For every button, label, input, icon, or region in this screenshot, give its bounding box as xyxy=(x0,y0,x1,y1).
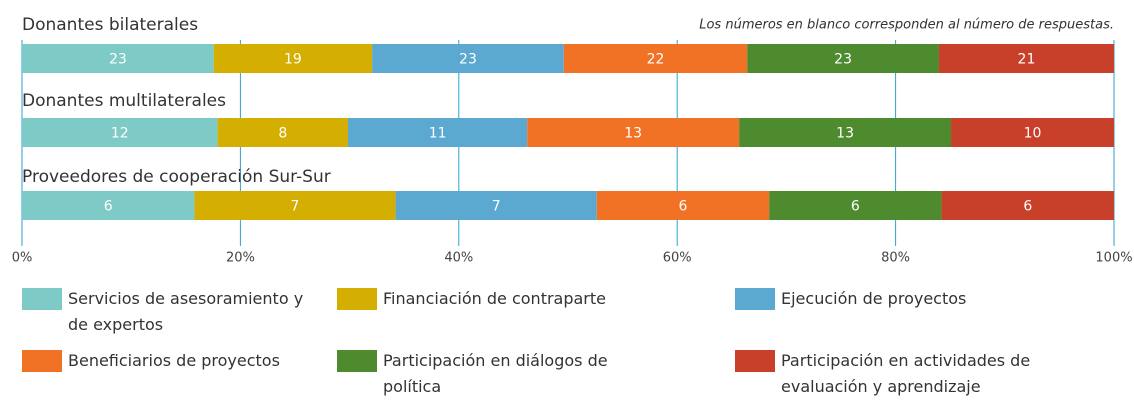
bar-segment xyxy=(22,44,214,73)
data-label: 10 xyxy=(1024,126,1042,142)
bar-segment xyxy=(941,191,1114,220)
data-label: 21 xyxy=(1018,52,1036,68)
data-label: 23 xyxy=(109,52,127,68)
data-label: 6 xyxy=(1023,199,1032,215)
bar-segment xyxy=(372,44,564,73)
data-label: 6 xyxy=(104,199,113,215)
legend-item: Beneficiarios de proyectos xyxy=(22,350,318,374)
x-tick-label: 20% xyxy=(226,251,255,266)
legend-swatch xyxy=(22,288,62,310)
x-tick-label: 100% xyxy=(1095,251,1132,266)
data-label: 7 xyxy=(291,199,300,215)
data-label: 8 xyxy=(278,126,287,142)
data-label: 19 xyxy=(284,52,302,68)
legend-label: Participación en actividades de evaluaci… xyxy=(781,351,1031,396)
data-label: 6 xyxy=(851,199,860,215)
data-label: 23 xyxy=(834,52,852,68)
bar-segment xyxy=(22,191,195,220)
bar-segment xyxy=(747,44,939,73)
data-label: 22 xyxy=(647,52,665,68)
category-label: Proveedores de cooperación Sur-Sur xyxy=(22,167,331,187)
data-label: 11 xyxy=(429,126,447,142)
legend-label: Servicios de asesoramiento y de expertos xyxy=(68,289,304,334)
data-label: 23 xyxy=(459,52,477,68)
legend-swatch xyxy=(735,350,775,372)
bar-segment xyxy=(951,118,1114,147)
annotation: Los números en blanco corresponden al nú… xyxy=(699,18,1114,33)
category-label: Donantes bilaterales xyxy=(22,15,198,35)
legend-label: Participación en diálogos de política xyxy=(383,351,608,396)
bar-segment xyxy=(194,191,396,220)
legend-swatch xyxy=(735,288,775,310)
data-label: 12 xyxy=(111,126,129,142)
legend-item: Servicios de asesoramiento y de expertos xyxy=(22,288,318,338)
legend-swatch xyxy=(22,350,62,372)
legend-label: Financiación de contraparte xyxy=(383,289,606,308)
data-label: 13 xyxy=(836,126,854,142)
bar-segment xyxy=(769,191,942,220)
bar-segment xyxy=(395,191,597,220)
legend-label: Beneficiarios de proyectos xyxy=(68,351,280,370)
bar-segment xyxy=(213,44,373,73)
legend-item: Ejecución de proyectos xyxy=(735,288,1031,312)
bar-segment xyxy=(739,118,952,147)
bar-segment xyxy=(938,44,1114,73)
category-label: Donantes multilaterales xyxy=(22,91,226,111)
chart: Los números en blanco corresponden al nú… xyxy=(12,15,1133,266)
bar-segment xyxy=(596,191,770,220)
data-label: 7 xyxy=(492,199,501,215)
data-label: 6 xyxy=(678,199,687,215)
x-tick-label: 0% xyxy=(12,251,33,266)
legend-swatch xyxy=(337,288,377,310)
bar-segment xyxy=(563,44,748,73)
data-label: 13 xyxy=(624,126,642,142)
bar-segment xyxy=(217,118,348,147)
x-tick-label: 80% xyxy=(881,251,910,266)
legend-item: Participación en diálogos de política xyxy=(337,350,633,400)
x-tick-label: 40% xyxy=(444,251,473,266)
bar-segment xyxy=(347,118,528,147)
legend-item: Participación en actividades de evaluaci… xyxy=(735,350,1031,400)
x-tick-label: 60% xyxy=(663,251,692,266)
legend-item: Financiación de contraparte xyxy=(337,288,633,312)
bar-segment xyxy=(22,118,218,147)
bar-segment xyxy=(527,118,740,147)
legend-label: Ejecución de proyectos xyxy=(781,289,967,308)
legend-swatch xyxy=(337,350,377,372)
